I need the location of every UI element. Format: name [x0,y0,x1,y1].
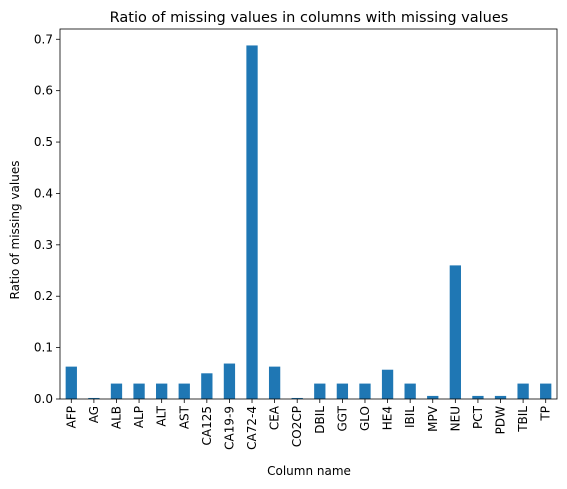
x-tick-label: PCT [471,405,485,429]
bar-ALP [133,383,145,399]
bars-group [65,45,552,399]
y-axis-label: Ratio of missing values [8,161,22,300]
bar-DBIL [314,383,326,399]
bar-ALT [156,383,168,399]
bar-CA125 [201,373,213,399]
x-tick-label: IBIL [403,406,417,428]
y-tick-label: 0.5 [34,135,53,149]
x-tick-label: CO2CP [290,406,304,447]
bar-NEU [449,265,461,399]
bar-IBIL [404,383,416,399]
x-tick-label: NEU [448,406,462,431]
bar-HE4 [381,369,394,399]
x-tick-label: CA125 [200,406,214,446]
x-tick-label: ALB [109,406,123,429]
y-tick-label: 0.4 [34,186,53,200]
bar-PDW [494,395,507,399]
x-tick-label: ALP [132,406,146,428]
x-tick-label: ALT [155,405,169,426]
y-axis: 0.0 0.1 0.2 0.3 0.4 0.5 0.6 0.7 [34,32,60,406]
bar-GGT [336,383,349,399]
x-tick-label: AG [87,406,101,423]
y-tick-label: 0.2 [34,289,53,303]
x-tick-label: CA19-9 [222,406,236,450]
bar-ALB [110,383,123,399]
x-tick-label: PDW [494,406,508,434]
bar-PCT [472,395,484,399]
x-tick-label: HE4 [381,406,395,430]
y-tick-label: 0.1 [34,341,53,355]
x-tick-label: AFP [64,406,78,428]
bar-AFP [65,366,77,399]
x-tick-label: GGT [335,405,349,431]
plot-frame [59,28,558,400]
bar-CO2CP [291,397,303,399]
bar-TP [540,383,552,399]
x-tick-label: DBIL [313,406,327,434]
bar-AST [178,383,190,399]
x-tick-label: TBIL [516,406,530,433]
bar-CA19-9 [223,363,236,399]
y-tick-label: 0.6 [34,84,53,98]
x-tick-label: CEA [268,405,282,430]
chart-title: Ratio of missing values in columns with … [110,10,509,26]
x-tick-label: AST [177,405,191,429]
bar-CA72-4 [246,45,258,399]
y-tick-label: 0.0 [34,392,53,406]
bar-TBIL [517,383,529,399]
x-axis: AFP AG ALB ALP ALT AST CA125 CA19-9 CA72-4 CEA CO2… [64,399,553,450]
x-tick-label: MPV [426,405,440,432]
x-axis-label: Column name [267,464,351,478]
bar-MPV [427,395,439,399]
y-tick-label: 0.7 [34,32,53,46]
bar-GLO [359,383,371,399]
x-tick-label: GLO [358,406,372,431]
x-tick-label: TP [539,406,553,422]
x-tick-label: CA72-4 [245,406,259,450]
y-tick-label: 0.3 [34,238,53,252]
bar-CEA [268,366,281,399]
bar-AG [88,397,100,399]
